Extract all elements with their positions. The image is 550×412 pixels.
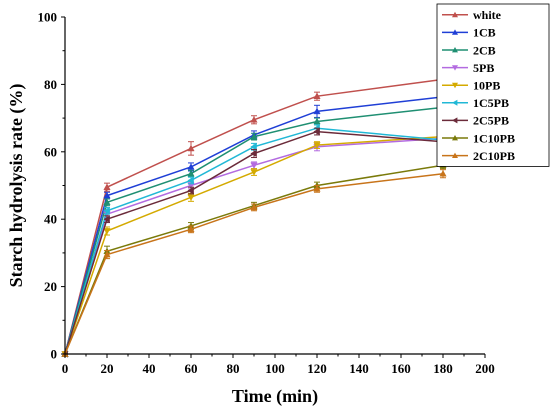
legend-label: 2C5PB: [473, 114, 509, 128]
series-line: [64, 78, 444, 355]
legend-label: 1CB: [473, 26, 496, 40]
legend-marker: [452, 152, 458, 158]
x-tick-label: 120: [307, 361, 327, 376]
data-point: [187, 225, 195, 233]
data-point: [313, 142, 321, 149]
legend-marker: [452, 11, 458, 18]
series-line: [64, 137, 444, 355]
y-tick-label: 80: [44, 77, 57, 92]
x-tick-label: 60: [185, 361, 198, 376]
data-point: [250, 162, 258, 169]
legend-item-5PB: 5PB: [442, 61, 494, 75]
series-line: [64, 172, 444, 355]
data-point: [187, 163, 195, 170]
legend: white 1CB 2CB 5PB 10PB 1C5PB 2C5PB 1C10PB 2C10PB: [436, 3, 550, 167]
data-point: [187, 194, 195, 202]
data-point: [313, 92, 321, 100]
series-1C5PB: [61, 124, 446, 358]
data-point: [313, 127, 320, 136]
data-point: [313, 117, 321, 125]
data-point: [313, 185, 321, 192]
series-line: [64, 106, 444, 355]
x-tick-label: 80: [227, 361, 240, 376]
x-tick-label: 40: [143, 361, 156, 376]
series-line: [64, 135, 444, 355]
legend-label: 2C10PB: [473, 149, 515, 163]
series-line: [64, 164, 444, 355]
data-point: [250, 203, 258, 211]
series-white: [61, 72, 447, 357]
legend-label: 1C10PB: [473, 131, 515, 145]
y-tick-label: 0: [51, 347, 58, 362]
data-point: [250, 149, 257, 158]
data-point: [250, 116, 258, 123]
series-line: [64, 130, 444, 355]
series-line: [64, 127, 444, 355]
legend-marker: [452, 29, 458, 35]
legend-label: 1C5PB: [473, 96, 509, 110]
y-tick-label: 100: [38, 10, 58, 25]
series-line: [64, 96, 444, 355]
legend-marker: [452, 65, 458, 71]
data-point: [187, 176, 194, 185]
legend-marker: [452, 135, 458, 141]
plot-area: [61, 72, 447, 358]
data-point: [439, 169, 447, 177]
axes: 0 20 40 60 80 100 120 140 160 180 200 0 20 40 60 80 100: [38, 10, 495, 377]
legend-item-1C10PB: 1C10PB: [442, 131, 515, 145]
data-point: [250, 169, 258, 176]
data-point: [103, 215, 110, 223]
legend-label: white: [473, 8, 502, 22]
x-tick-label: 100: [265, 361, 285, 376]
x-tick-label: 140: [349, 361, 369, 376]
data-point: [250, 143, 257, 151]
legend-item-2CB: 2CB: [442, 43, 496, 57]
legend-marker: [452, 47, 458, 53]
legend-item-1CB: 1CB: [442, 26, 496, 40]
data-point: [103, 198, 111, 206]
data-point: [250, 132, 258, 140]
x-tick-label: 20: [101, 361, 114, 376]
series-2C10PB: [61, 169, 447, 357]
legend-marker: [452, 82, 458, 89]
legend-item-1C5PB: 1C5PB: [442, 96, 509, 110]
x-tick-label: 160: [391, 361, 411, 376]
legend-label: 5PB: [473, 61, 494, 75]
legend-item-10PB: 10PB: [442, 79, 500, 93]
legend-item-2C5PB: 2C5PB: [442, 114, 509, 128]
series-5PB: [61, 133, 447, 358]
x-axis-title: Time (min): [232, 386, 318, 407]
y-tick-label: 40: [44, 212, 57, 227]
x-tick-label: 180: [433, 361, 453, 376]
data-point: [103, 228, 111, 235]
y-tick-label: 20: [44, 279, 57, 294]
data-point: [187, 186, 194, 195]
y-axis-title: Starch hydrolysis rate (%): [6, 84, 27, 288]
data-point: [103, 191, 111, 199]
legend-marker: [452, 99, 458, 106]
legend-marker: [452, 117, 458, 124]
data-point: [103, 207, 110, 215]
data-point: [187, 169, 195, 177]
x-tick-label: 200: [475, 361, 495, 376]
legend-item-white: white: [442, 8, 502, 22]
y-tick-label: 60: [44, 144, 57, 159]
legend-label: 2CB: [473, 43, 496, 57]
legend-label: 10PB: [473, 79, 500, 93]
legend-item-2C10PB: 2C10PB: [442, 149, 515, 163]
data-point: [313, 107, 321, 115]
data-point: [103, 183, 111, 190]
data-point: [103, 250, 111, 258]
x-tick-label: 0: [62, 361, 69, 376]
data-point: [187, 144, 195, 152]
